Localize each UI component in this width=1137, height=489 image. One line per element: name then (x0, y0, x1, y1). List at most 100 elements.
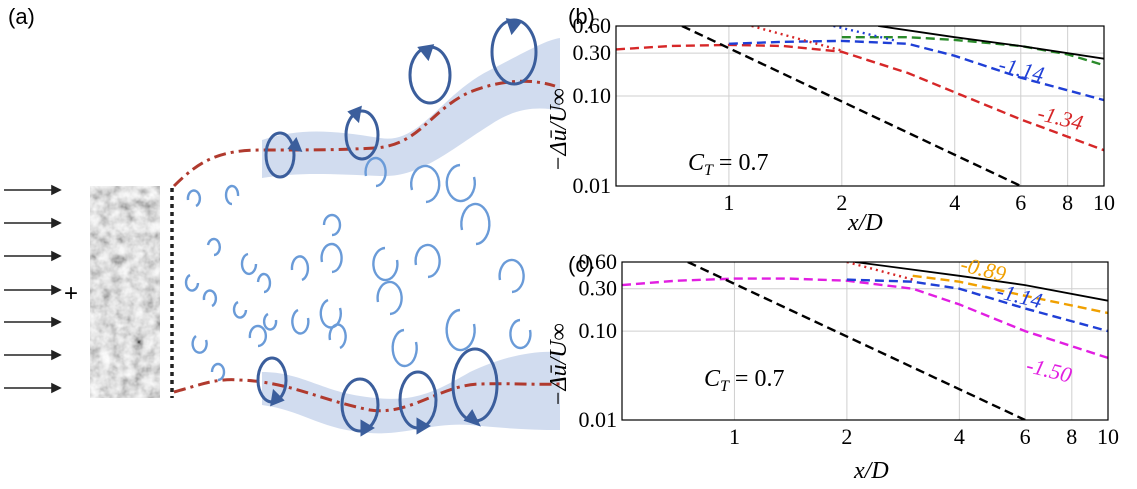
slope-label: -1.50 (1024, 352, 1075, 387)
series-line-3 (854, 262, 1108, 302)
small-vortex-icon (322, 213, 342, 237)
slope-label: -1.34 (1035, 100, 1086, 135)
y-tick-label: 0.60 (573, 13, 612, 38)
series-line-5 (833, 26, 897, 43)
small-vortex-icon (186, 189, 202, 208)
series-line-3 (878, 26, 1104, 60)
slope-labels: -0.89-1.14-1.50 (958, 251, 1074, 387)
small-vortex-icon (460, 202, 491, 246)
y-tick-label: 0.01 (573, 173, 612, 198)
vortex-icon (490, 18, 538, 86)
y-tick-label: 0.30 (573, 40, 612, 65)
x-tick-label: 6 (1020, 424, 1031, 449)
slope-labels: -1.14 -1.34 (996, 52, 1085, 136)
small-vortex-icon (210, 362, 226, 382)
series-line-1 (846, 278, 1108, 333)
small-vortex-icon (410, 164, 441, 204)
small-vortex-icon (328, 323, 347, 350)
small-vortex-icon (445, 163, 476, 203)
inflow-arrow (4, 184, 62, 196)
panel-b-label: (b) (568, 4, 595, 29)
x-axis-label: x/D (853, 458, 889, 484)
y-tick-label: 0.01 (579, 407, 618, 432)
x-tick-label: 4 (954, 424, 965, 449)
thrust-coefficient-annotation: CT = 0.7 (688, 150, 768, 179)
plot-frame (621, 261, 1109, 421)
series-line-2 (912, 274, 1108, 315)
inflow-arrow (4, 250, 62, 262)
small-vortex-icon (256, 272, 272, 294)
small-vortex-icon (290, 255, 310, 282)
slope-label: -1.14 (996, 52, 1047, 87)
y-tick-label: 0.10 (579, 318, 618, 343)
vortex-icon (256, 356, 288, 407)
plus-sign: + (64, 280, 78, 307)
small-vortex-icon (376, 280, 403, 316)
chart-panel-b: (b) 1 2 4 6 8 10 0.01 0.10 0.300.60 -1.14 -1.34 C… (546, 4, 1115, 236)
schematic-panel: (a) + (4, 4, 561, 437)
vortex-icon (398, 370, 438, 435)
y-axis-label: −Δū/U∞ (546, 88, 572, 171)
x-tick-label: 8 (1066, 424, 1077, 449)
small-vortex-icon (372, 246, 399, 282)
series-line-2 (841, 36, 1104, 67)
thrust-coefficient-annotation: CT = 0.7 (704, 366, 784, 395)
small-vortex-icon (224, 184, 240, 206)
vortex-icon (264, 131, 303, 179)
x-tick-label: 2 (836, 190, 847, 215)
inflow-arrow (4, 284, 62, 296)
small-vortex-icon (262, 312, 278, 331)
panel-a-label: (a) (8, 4, 35, 29)
x-tick-label: 4 (949, 190, 960, 215)
x-tick-label: 10 (1097, 424, 1119, 449)
small-vortex-icon (498, 258, 525, 294)
turbulent-disc (90, 186, 160, 398)
slope-label: -1.14 (994, 278, 1045, 313)
small-vortex-icon (509, 318, 532, 350)
x-tick-label: 2 (841, 424, 852, 449)
upper-shear-band (262, 38, 560, 178)
shear-layer-vortices (256, 18, 538, 437)
small-vortex-icon (414, 243, 441, 279)
series-group (622, 262, 1108, 420)
inflow-arrow (4, 382, 62, 394)
small-vortex-icon (202, 289, 218, 308)
y-tick-label: 0.30 (579, 276, 618, 301)
inflow-arrows (4, 184, 62, 394)
vortex-icon (340, 377, 380, 437)
lower-shear-band (262, 351, 560, 434)
small-vortex-icon (248, 324, 268, 348)
x-tick-label: 8 (1062, 190, 1073, 215)
x-axis-label: x/D (847, 210, 883, 236)
inflow-arrow (4, 316, 62, 328)
small-vortex-icon (391, 328, 418, 368)
inflow-arrow (4, 217, 62, 229)
plot-frame (615, 25, 1105, 187)
small-vortex-icon (319, 298, 342, 329)
tick-labels: 1 2 4 6 8 10 0.01 0.10 0.300.60 (573, 13, 1116, 215)
small-vortex-icon (184, 273, 200, 292)
chart-panel-c: (c) 1 2 4 6 8 100.010.100.300.60 -0.89-1.14-1… (546, 249, 1119, 484)
series-group (616, 26, 1104, 186)
vortex-icon (451, 347, 499, 427)
series-line-4 (751, 26, 843, 52)
vortex-icon (408, 44, 452, 105)
small-vortex-icon (364, 156, 387, 188)
inflow-arrow (4, 349, 62, 361)
small-vortex-icon (240, 252, 258, 276)
y-tick-label: 0.10 (573, 83, 612, 108)
series-line-0 (616, 43, 1104, 152)
x-tick-label: 1 (729, 424, 740, 449)
series-line-6 (681, 26, 1022, 186)
small-vortex-icon (320, 242, 343, 274)
x-tick-label: 1 (723, 190, 734, 215)
core-vortices (184, 156, 532, 382)
y-tick-label: 0.60 (579, 249, 618, 274)
panel-c-label: (c) (568, 252, 594, 277)
y-axis-label: −Δū/U∞ (546, 323, 572, 406)
small-vortex-icon (191, 335, 208, 354)
small-vortex-icon (291, 308, 310, 335)
small-vortex-icon (445, 308, 476, 352)
small-vortex-icon (232, 300, 248, 319)
